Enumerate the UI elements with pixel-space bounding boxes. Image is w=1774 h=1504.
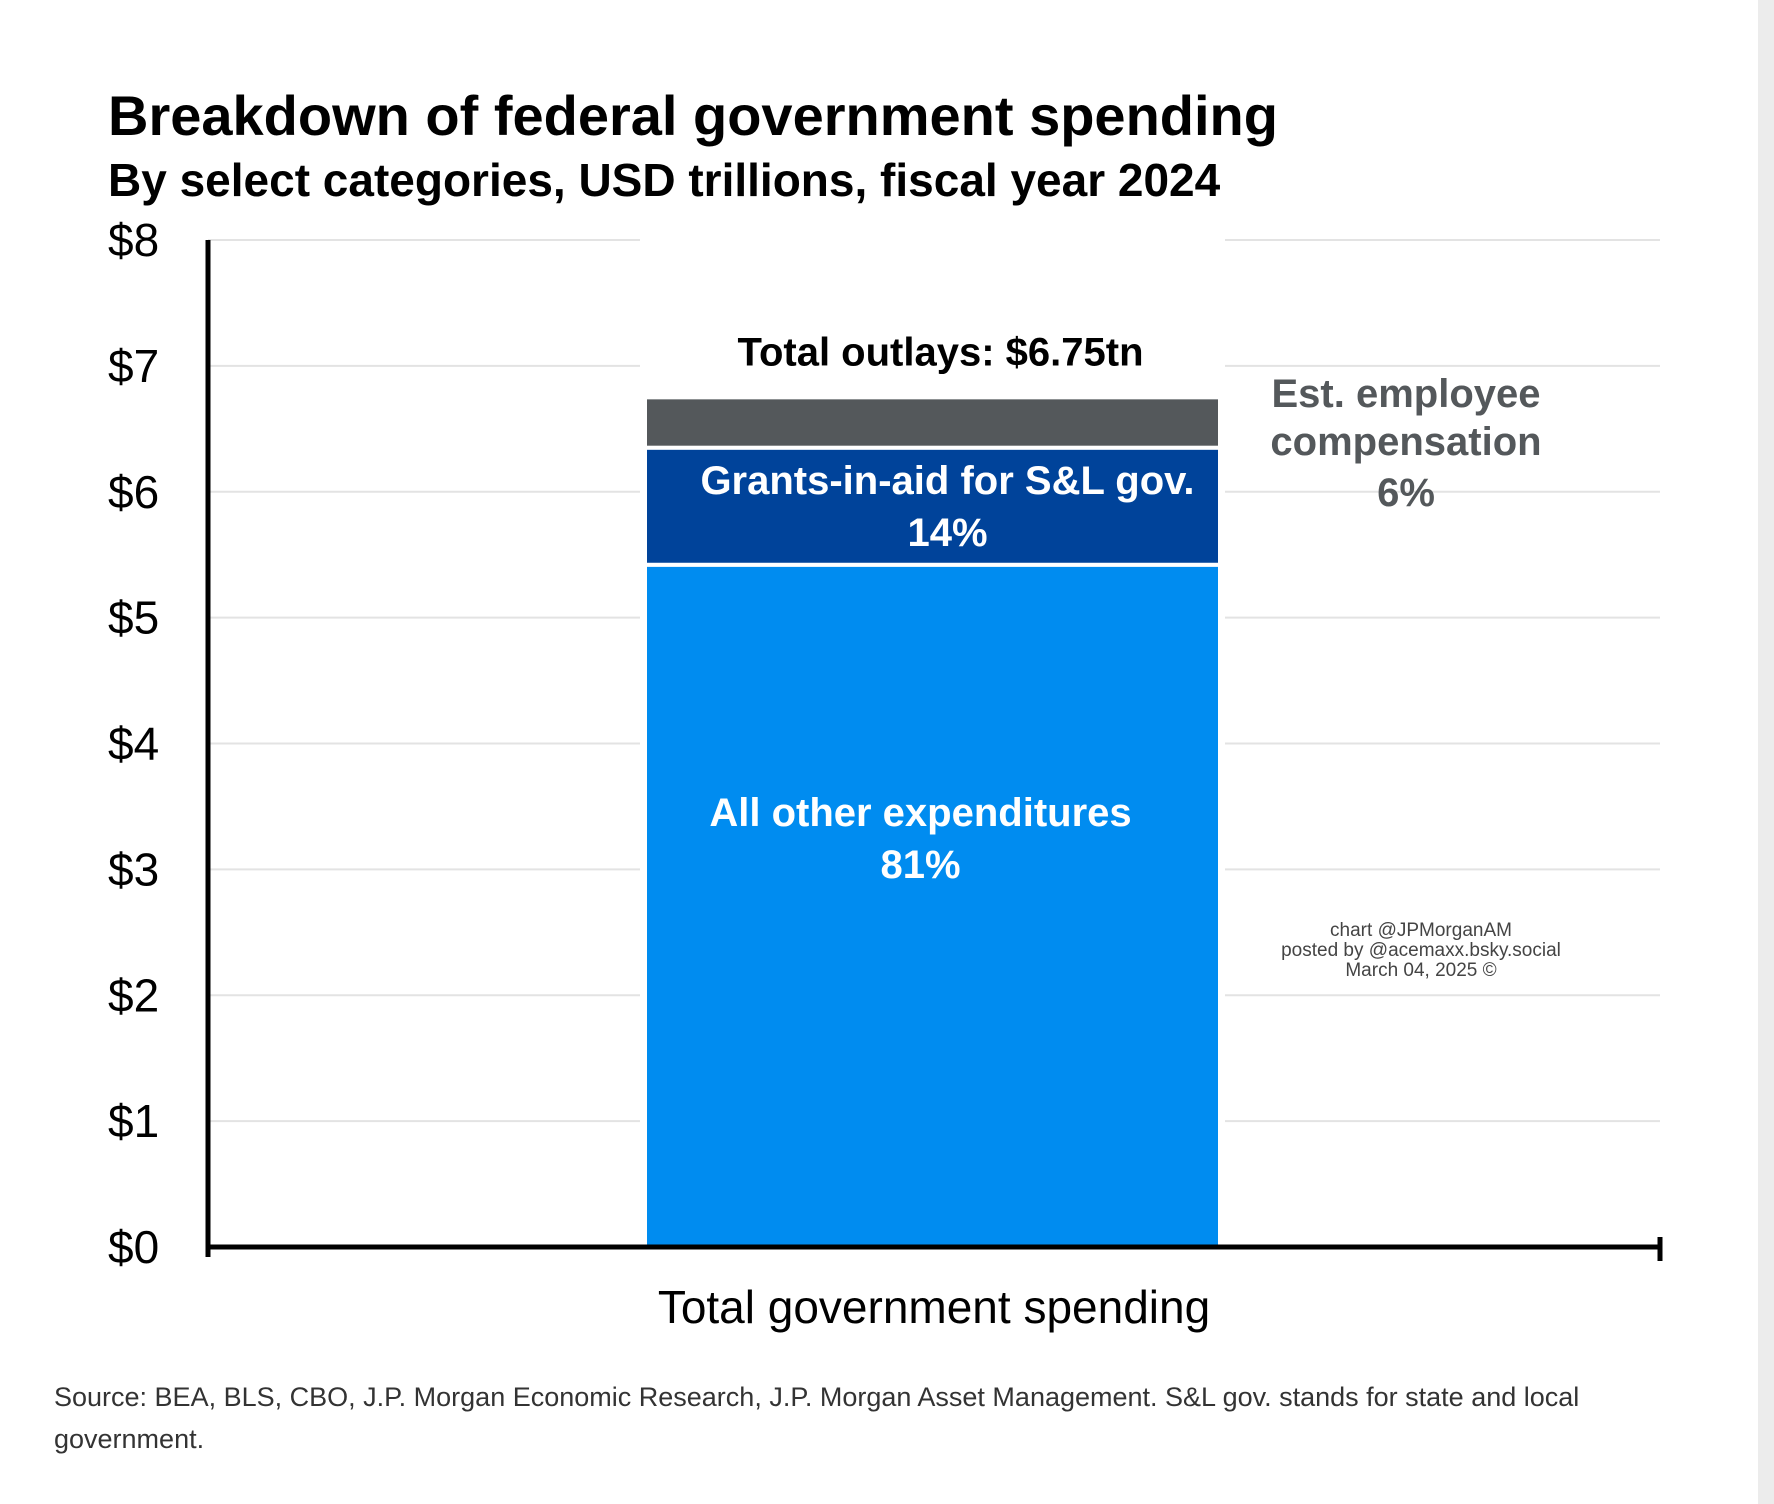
y-tick-labels: $0 $1 $2 $3 $4 $5 $6 $7 $8 bbox=[108, 214, 159, 1273]
watermark-line-3: March 04, 2025 © bbox=[1345, 960, 1496, 981]
scrollbar-track bbox=[1758, 0, 1774, 1504]
y-tick-label: $4 bbox=[108, 718, 159, 770]
x-category-label: Total government spending bbox=[658, 1281, 1210, 1333]
chart-subtitle: By select categories, USD trillions, fis… bbox=[108, 154, 1221, 206]
employee-compensation-label-line1: Est. employee bbox=[1271, 372, 1540, 416]
watermark-line-2: posted by @acemaxx.bsky.social bbox=[1281, 940, 1561, 961]
chart-title: Breakdown of federal government spending bbox=[108, 84, 1278, 147]
y-tick-label: $6 bbox=[108, 466, 159, 518]
y-tick-label: $3 bbox=[108, 843, 159, 895]
employee-compensation-label-line2: compensation bbox=[1270, 420, 1541, 464]
grants-in-aid-share-label: 14% bbox=[907, 511, 987, 555]
gridlines bbox=[208, 239, 1660, 1123]
watermark: chart @JPMorganAM posted by @acemaxx.bsk… bbox=[1281, 920, 1561, 981]
other-expenditures-share-label: 81% bbox=[880, 843, 960, 887]
y-tick-label: $2 bbox=[108, 969, 159, 1021]
data-labels: Total outlays: $6.75tn All other expendi… bbox=[658, 330, 1542, 1333]
total-outlays-label: Total outlays: $6.75tn bbox=[737, 330, 1143, 374]
bar-segments bbox=[643, 395, 1222, 1249]
employee-compensation-share-label: 6% bbox=[1377, 471, 1435, 515]
bar-segment-other bbox=[643, 562, 1222, 1249]
y-tick-label: $1 bbox=[108, 1095, 159, 1147]
grants-in-aid-label: Grants-in-aid for S&L gov. bbox=[700, 459, 1194, 503]
other-expenditures-label: All other expenditures bbox=[709, 791, 1131, 835]
bar-segment-compensation bbox=[643, 395, 1222, 450]
source-note: Source: BEA, BLS, CBO, J.P. Morgan Econo… bbox=[54, 1382, 1580, 1454]
y-tick-label: $7 bbox=[108, 340, 159, 392]
y-tick-label: $8 bbox=[108, 214, 159, 266]
y-tick-label: $5 bbox=[108, 592, 159, 644]
axes bbox=[205, 240, 1663, 1261]
stacked-bar-chart: $0 $1 $2 $3 $4 $5 $6 $7 $8 Total outlays: $6.75t… bbox=[108, 214, 1663, 1333]
y-tick-label: $0 bbox=[108, 1221, 159, 1273]
watermark-line-1: chart @JPMorganAM bbox=[1330, 920, 1512, 941]
